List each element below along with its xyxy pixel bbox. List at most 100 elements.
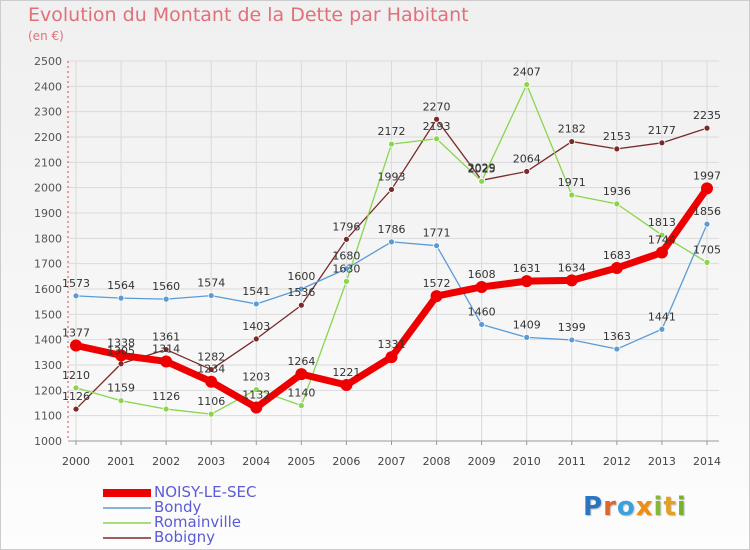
data-point-bondy — [72, 292, 80, 300]
data-point-noisy-le-sec — [70, 339, 82, 352]
legend-item-bobigny[interactable]: Bobigny — [103, 528, 323, 546]
data-point-bobigny — [72, 405, 80, 413]
legend-label-bondy: Bondy — [154, 498, 202, 516]
x-tick-label: 2008 — [423, 455, 451, 468]
data-label-bobigny: 2177 — [648, 124, 676, 137]
data-point-bobigny — [252, 335, 260, 343]
data-point-bobigny — [343, 235, 350, 243]
x-tick-label: 2012 — [603, 455, 631, 468]
data-point-noisy-le-sec — [475, 280, 488, 293]
data-point-noisy-le-sec — [565, 274, 578, 287]
data-label-noisy-le-sec: 1331 — [378, 338, 406, 351]
legend-item-romainville[interactable]: Romainville — [103, 513, 323, 531]
y-tick-label: 2000 — [34, 182, 62, 195]
data-point-romainville — [252, 386, 260, 393]
legend-swatch-bobigny — [103, 537, 151, 539]
data-point-romainville — [568, 191, 576, 199]
data-label-romainville: 1630 — [332, 262, 360, 275]
data-label-romainville: 1936 — [603, 185, 631, 198]
legend-swatch-romainville — [103, 522, 151, 524]
data-point-bobigny — [523, 168, 531, 175]
data-label-noisy-le-sec: 1572 — [423, 277, 451, 290]
data-point-bondy — [433, 242, 440, 250]
legend-label-bobigny: Bobigny — [154, 528, 216, 546]
data-point-bondy — [703, 220, 711, 228]
data-point-romainville — [478, 177, 486, 185]
data-point-noisy-le-sec — [701, 182, 713, 195]
data-label-bondy: 1856 — [693, 205, 721, 218]
data-point-bobigny — [117, 360, 125, 368]
data-point-bobigny — [433, 115, 440, 123]
data-label-bondy: 1409 — [513, 318, 541, 331]
y-tick-label: 2300 — [34, 106, 62, 119]
data-point-bobigny — [613, 145, 621, 153]
legend-label-noisy-le-sec: NOISY-LE-SEC — [154, 483, 257, 501]
x-tick-label: 2001 — [107, 455, 135, 468]
data-label-romainville: 1813 — [648, 216, 676, 229]
data-point-noisy-le-sec — [250, 401, 263, 414]
data-label-noisy-le-sec: 1634 — [558, 261, 586, 274]
data-label-bobigny: 2182 — [558, 123, 586, 136]
data-point-romainville — [523, 81, 531, 88]
data-label-bobigny: 1126 — [62, 390, 90, 403]
data-point-bondy — [388, 238, 395, 246]
series-lines — [70, 81, 713, 418]
y-tick-label: 1000 — [34, 435, 62, 448]
legend-item-bondy[interactable]: Bondy — [103, 498, 323, 516]
data-point-romainville — [703, 258, 711, 266]
chart-subtitle: (en €) — [28, 29, 64, 43]
y-tick-label: 2400 — [34, 80, 62, 93]
data-label-bondy: 1441 — [648, 310, 676, 323]
x-tick-label: 2014 — [693, 455, 721, 468]
data-label-bobigny: 1305 — [107, 345, 135, 358]
data-label-romainville: 1705 — [693, 243, 721, 256]
legend-item-noisy-le-sec[interactable]: NOISY-LE-SEC — [103, 483, 323, 501]
data-point-noisy-le-sec — [385, 351, 398, 364]
data-label-romainville: 1140 — [287, 387, 315, 400]
data-point-romainville — [433, 135, 440, 143]
data-point-noisy-le-sec — [655, 246, 668, 259]
y-tick-label: 1400 — [34, 334, 62, 347]
data-label-bobigny: 1796 — [332, 220, 360, 233]
data-label-romainville: 2025 — [468, 162, 496, 175]
legend-label-romainville: Romainville — [154, 513, 242, 531]
data-label-bondy: 1399 — [558, 321, 586, 334]
x-tick-label: 2007 — [378, 455, 406, 468]
x-tick-label: 2002 — [152, 455, 180, 468]
y-tick-label: 1900 — [34, 207, 62, 220]
data-label-bondy: 1460 — [468, 305, 496, 318]
data-point-romainville — [117, 397, 125, 405]
data-label-bobigny: 2235 — [693, 109, 721, 122]
data-label-romainville: 2193 — [423, 120, 451, 133]
y-tick-label: 1200 — [34, 384, 62, 397]
data-label-bobigny: 1993 — [378, 170, 406, 183]
data-point-bondy — [523, 333, 531, 341]
data-point-bobigny — [703, 124, 711, 132]
chart-title: Evolution du Montant de la Dette par Hab… — [28, 4, 469, 26]
data-label-romainville: 1126 — [152, 390, 180, 403]
data-label-noisy-le-sec: 1132 — [242, 389, 270, 402]
y-tick-label: 1700 — [34, 258, 62, 271]
data-point-bondy — [343, 265, 350, 273]
data-label-noisy-le-sec: 1234 — [197, 363, 225, 376]
y-tick-label: 1500 — [34, 308, 62, 321]
data-label-bondy: 1771 — [423, 227, 451, 240]
y-tick-label: 2200 — [34, 131, 62, 144]
axes: 1000 1100 1200 1300 1400 1500 1600 1700 1800 1900… — [34, 55, 721, 468]
data-label-noisy-le-sec: 1314 — [152, 342, 180, 355]
data-point-noisy-le-sec — [520, 275, 533, 288]
data-label-bobigny: 1536 — [287, 286, 315, 299]
x-tick-label: 2011 — [558, 455, 586, 468]
data-label-noisy-le-sec: 1377 — [62, 326, 90, 339]
data-label-noisy-le-sec: 1997 — [693, 169, 721, 182]
data-point-romainville — [613, 200, 621, 208]
data-label-romainville: 1971 — [558, 176, 586, 189]
y-tick-label: 1100 — [34, 410, 62, 423]
x-tick-label: 2010 — [513, 455, 541, 468]
data-point-noisy-le-sec — [205, 375, 218, 388]
data-label-bondy: 1574 — [197, 277, 225, 290]
data-point-noisy-le-sec — [115, 349, 128, 362]
x-tick-label: 2013 — [648, 455, 676, 468]
data-label-noisy-le-sec: 1608 — [468, 268, 496, 281]
